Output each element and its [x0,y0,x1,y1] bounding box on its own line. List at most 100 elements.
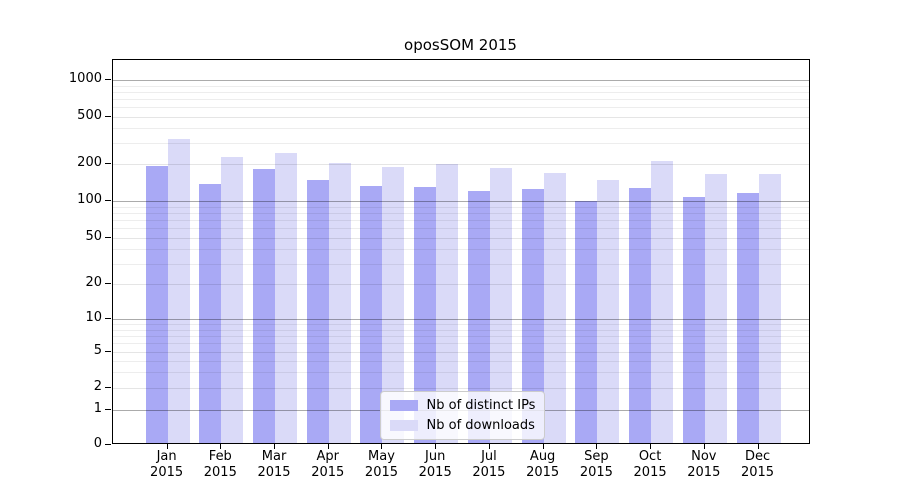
x-tick-label-nov: Nov 2015 [687,449,721,480]
gridline-2 [112,388,809,390]
y-tick-label-200: 200 [77,155,102,171]
x-tick-label-jun: Jun 2015 [418,449,452,480]
bar-downloads-oct [651,161,674,443]
y-tick-mark [105,408,111,410]
x-tick-mark [757,443,759,449]
x-tick-label-apr: Apr 2015 [311,449,345,480]
x-tick-mark [650,443,652,449]
legend-label-distinct-ips: Nb of distinct IPs [426,398,536,413]
bar-distinct-ips-jun [414,186,437,443]
x-tick-mark [435,443,437,449]
bar-downloads-apr [328,162,351,443]
gridline-4 [112,360,809,362]
y-tick-mark [105,200,111,201]
gridline-30 [112,263,809,265]
y-tick-mark [105,115,111,117]
bar-distinct-ips-oct [629,187,652,443]
bar-downloads-nov [704,174,727,443]
bar-downloads-jan [167,139,190,443]
gridline-3 [112,372,809,374]
y-tick-label-5: 5 [93,342,102,358]
y-tick-mark [105,163,111,165]
y-tick-mark [105,283,111,285]
y-tick-mark [105,318,111,320]
gridline-700 [112,98,809,100]
bar-distinct-ips-apr [306,180,329,443]
legend-row-distinct-ips: Nb of distinct IPs [389,398,536,413]
bar-distinct-ips-sep [575,201,598,443]
y-tick-mark [105,443,111,445]
x-tick-label-feb: Feb 2015 [203,449,237,480]
gridline-60 [112,228,809,230]
x-tick-label-aug: Aug 2015 [526,449,560,480]
legend-label-downloads: Nb of downloads [426,418,535,433]
bar-downloads-jul [489,168,512,443]
x-tick-mark [327,443,329,449]
bar-distinct-ips-feb [199,184,222,443]
x-tick-mark [596,443,598,449]
gridline-9 [112,324,809,326]
x-tick-mark [488,443,490,449]
gridline-90 [112,206,809,208]
bar-downloads-dec [758,174,781,443]
y-tick-label-100: 100 [77,192,102,207]
gridline-80 [112,212,809,214]
bar-downloads-may [382,167,405,443]
y-tick-label-0: 0 [93,435,102,451]
x-tick-label-oct: Oct 2015 [633,449,667,480]
bar-downloads-jun [436,163,459,443]
gridline-1000 [112,80,809,81]
x-tick-label-sep: Sep 2015 [579,449,613,480]
bar-downloads-sep [597,180,620,443]
y-tick-label-20: 20 [85,275,102,291]
gridline-900 [112,85,809,87]
y-tick-mark [105,236,111,238]
x-tick-label-jul: Jul 2015 [472,449,506,480]
x-tick-mark [542,443,544,449]
bar-downloads-mar [275,153,298,443]
x-tick-label-dec: Dec 2015 [740,449,775,480]
gridline-20 [112,284,809,286]
y-tick-label-50: 50 [85,228,102,244]
x-tick-label-may: May 2015 [364,449,399,480]
gridline-8 [112,329,809,331]
bar-distinct-ips-jan [145,166,168,443]
gridlines-layer [112,60,809,443]
bars-layer [113,60,810,443]
y-tick-label-1000: 1000 [68,71,102,86]
y-tick-mark [105,79,111,80]
legend-swatch-distinct-ips-icon [389,400,418,411]
y-tick-label-10: 10 [85,310,102,326]
y-tick-label-500: 500 [77,107,102,123]
bar-downloads-feb [221,157,244,443]
plot-area: Nb of distinct IPs Nb of downloads [111,59,810,444]
gridline-300 [112,143,809,145]
y-tick-mark [105,387,111,389]
gridline-200 [112,164,809,166]
legend-swatch-downloads-icon [389,420,418,431]
gridline-10 [112,319,809,321]
gridline-400 [112,128,809,130]
y-tick-mark [105,350,111,352]
x-tick-mark [220,443,222,449]
gridline-800 [112,91,809,93]
gridline-5 [112,351,809,353]
legend: Nb of distinct IPs Nb of downloads [379,391,546,440]
bar-distinct-ips-dec [736,193,759,443]
x-tick-mark [166,443,168,449]
bar-distinct-ips-aug [521,189,544,443]
gridline-100 [112,201,809,202]
y-tick-label-1: 1 [93,400,102,416]
gridline-70 [112,219,809,221]
chart-title: oposSOM 2015 [404,36,517,54]
x-tick-label-jan: Jan 2015 [150,449,184,480]
bar-distinct-ips-mar [253,169,276,443]
x-tick-mark [274,443,276,449]
gridline-500 [112,116,809,118]
gridline-50 [112,237,809,239]
gridline-600 [112,107,809,109]
gridline-6 [112,343,809,345]
legend-row-downloads: Nb of downloads [389,418,536,433]
gridline-7 [112,335,809,337]
gridline-40 [112,249,809,251]
